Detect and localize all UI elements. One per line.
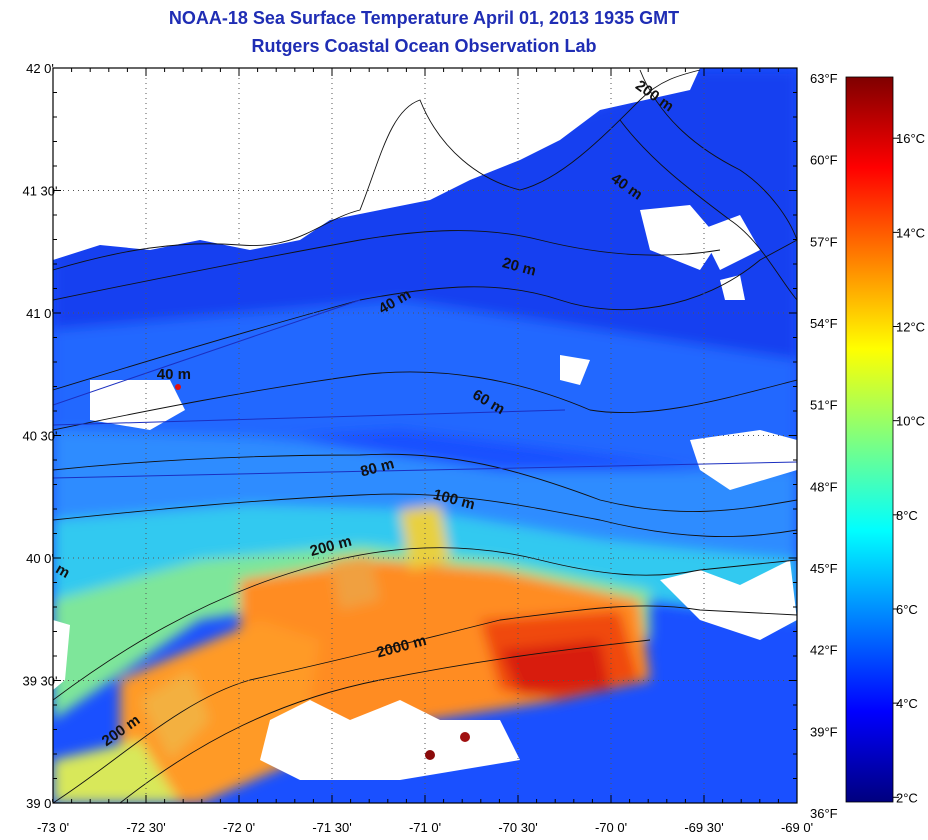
station-marker (175, 384, 181, 390)
fahrenheit-tick-label: 54°F (810, 316, 838, 331)
lon-tick-label: -70 0' (595, 820, 627, 835)
transect-lines (53, 299, 797, 479)
celsius-tick-label: 16°C (896, 131, 925, 146)
fahrenheit-tick-label: 48°F (810, 479, 838, 494)
axis-ticks: 42 0' 41 30' 41 0' 40 30' 40 0' 39 30' 39 0' -7… (22, 61, 813, 835)
graticule (53, 68, 797, 803)
bathymetry-contours (53, 69, 797, 803)
colorbar-labels: 16°C 14°C 12°C 10°C 8°C 6°C 4°C 2°C 63°F 60°F 57°F… (810, 71, 925, 821)
celsius-tick-label: 6°C (896, 602, 918, 617)
contour-20m (53, 230, 721, 301)
fahrenheit-tick-label: 39°F (810, 724, 838, 739)
contour-80m (53, 453, 797, 512)
fahrenheit-tick-label: 51°F (810, 398, 838, 413)
lon-tick-label: -71 0' (409, 820, 441, 835)
fahrenheit-tick-label: 60°F (810, 153, 838, 168)
lat-tick-label: 41 0' (26, 306, 54, 321)
colorbar (845, 76, 894, 803)
contour-2000m (53, 605, 797, 803)
celsius-tick-label: 4°C (896, 696, 918, 711)
fahrenheit-tick-label: 57°F (810, 234, 838, 249)
cape-cod-contour-2 (619, 119, 797, 301)
cape-cod-contour (639, 69, 797, 241)
contour-label: 40 m (157, 366, 191, 383)
contour-100m (53, 493, 797, 538)
celsius-tick-label: 12°C (896, 320, 925, 335)
lat-tick-label: 39 30' (22, 674, 57, 689)
lon-tick-label: -72 30' (126, 820, 165, 835)
fahrenheit-tick-label: 63°F (810, 71, 838, 86)
contour-60m (53, 371, 797, 431)
lon-tick-label: -72 0' (223, 820, 255, 835)
lon-tick-label: -70 30' (498, 820, 537, 835)
lat-tick-label: 40 0' (26, 551, 54, 566)
lon-tick-label: -69 0' (781, 820, 813, 835)
lat-tick-label: 39 0' (26, 796, 54, 811)
fahrenheit-tick-label: 42°F (810, 643, 838, 658)
lon-tick-label: -71 30' (312, 820, 351, 835)
fahrenheit-tick-label: 45°F (810, 561, 838, 576)
contour-deep (119, 639, 651, 803)
celsius-tick-label: 8°C (896, 508, 918, 523)
map-subtitle: Rutgers Coastal Ocean Observation Lab (251, 36, 597, 56)
coastline (53, 69, 701, 271)
contour-40m (53, 239, 797, 391)
lon-tick-label: -69 30' (684, 820, 723, 835)
lat-tick-label: 42 0' (26, 61, 54, 76)
fahrenheit-tick-label: 36°F (810, 806, 838, 821)
celsius-tick-label: 14°C (896, 225, 925, 240)
contour-200m (53, 547, 797, 701)
map-title: NOAA-18 Sea Surface Temperature April 01… (168, 8, 680, 28)
lat-tick-label: 40 30' (22, 429, 57, 444)
celsius-tick-label: 2°C (896, 790, 918, 805)
lat-tick-label: 41 30' (22, 184, 57, 199)
lon-tick-label: -73 0' (37, 820, 69, 835)
celsius-tick-label: 10°C (896, 414, 925, 429)
